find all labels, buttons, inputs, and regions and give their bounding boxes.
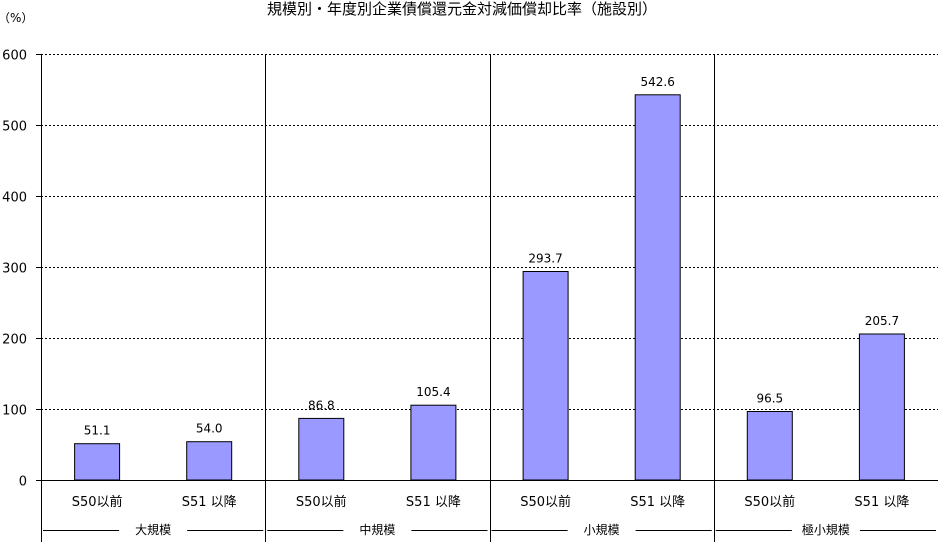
labels: 0 100 200 300 400 500 600 51.1 S50以前 54.0 S51 以降 86…: [2, 49, 909, 538]
category-label: S51 以降: [406, 495, 461, 510]
y-tick-label: 300: [2, 262, 27, 277]
bar: [522, 271, 569, 481]
group-label: 中規模: [359, 522, 395, 537]
data-label: 96.5: [756, 392, 783, 406]
data-label: 105.4: [416, 385, 450, 399]
bar: [634, 94, 681, 481]
bar: [858, 333, 905, 481]
bar: [298, 417, 345, 481]
group-label: 大規模: [135, 522, 171, 537]
category-label: S51 以降: [630, 495, 685, 510]
y-tick-label: 400: [2, 191, 27, 206]
y-tick-label: 600: [2, 49, 27, 64]
y-tick-label: 200: [2, 333, 27, 348]
data-label: 293.7: [528, 252, 562, 266]
bars: [74, 94, 905, 481]
y-axis-unit-label: （%）: [0, 11, 33, 25]
category-label: S50以前: [520, 494, 571, 510]
y-tick-label: 500: [2, 120, 27, 135]
data-label: 51.1: [84, 424, 111, 438]
data-label: 54.0: [196, 422, 223, 436]
category-label: S51 以降: [182, 495, 237, 510]
chart-title: 規模別・年度別企業債償還元金対減価償却比率（施設別）: [267, 0, 657, 18]
group-label: 極小規模: [802, 522, 850, 537]
y-tick-label: 0: [19, 475, 27, 490]
data-label: 542.6: [641, 75, 675, 89]
bar: [186, 441, 233, 481]
group-label: 小規模: [584, 522, 620, 537]
axes: [36, 54, 938, 542]
gridlines: [41, 54, 938, 410]
data-label: 205.7: [865, 314, 899, 328]
bar: [746, 411, 793, 481]
bar: [74, 443, 121, 481]
category-label: S50以前: [72, 494, 123, 510]
y-tick-label: 100: [2, 404, 27, 419]
bar: [410, 404, 457, 481]
category-label: S50以前: [296, 494, 347, 510]
category-label: S50以前: [744, 494, 795, 510]
category-label: S51 以降: [854, 495, 909, 510]
data-label: 86.8: [308, 398, 335, 412]
